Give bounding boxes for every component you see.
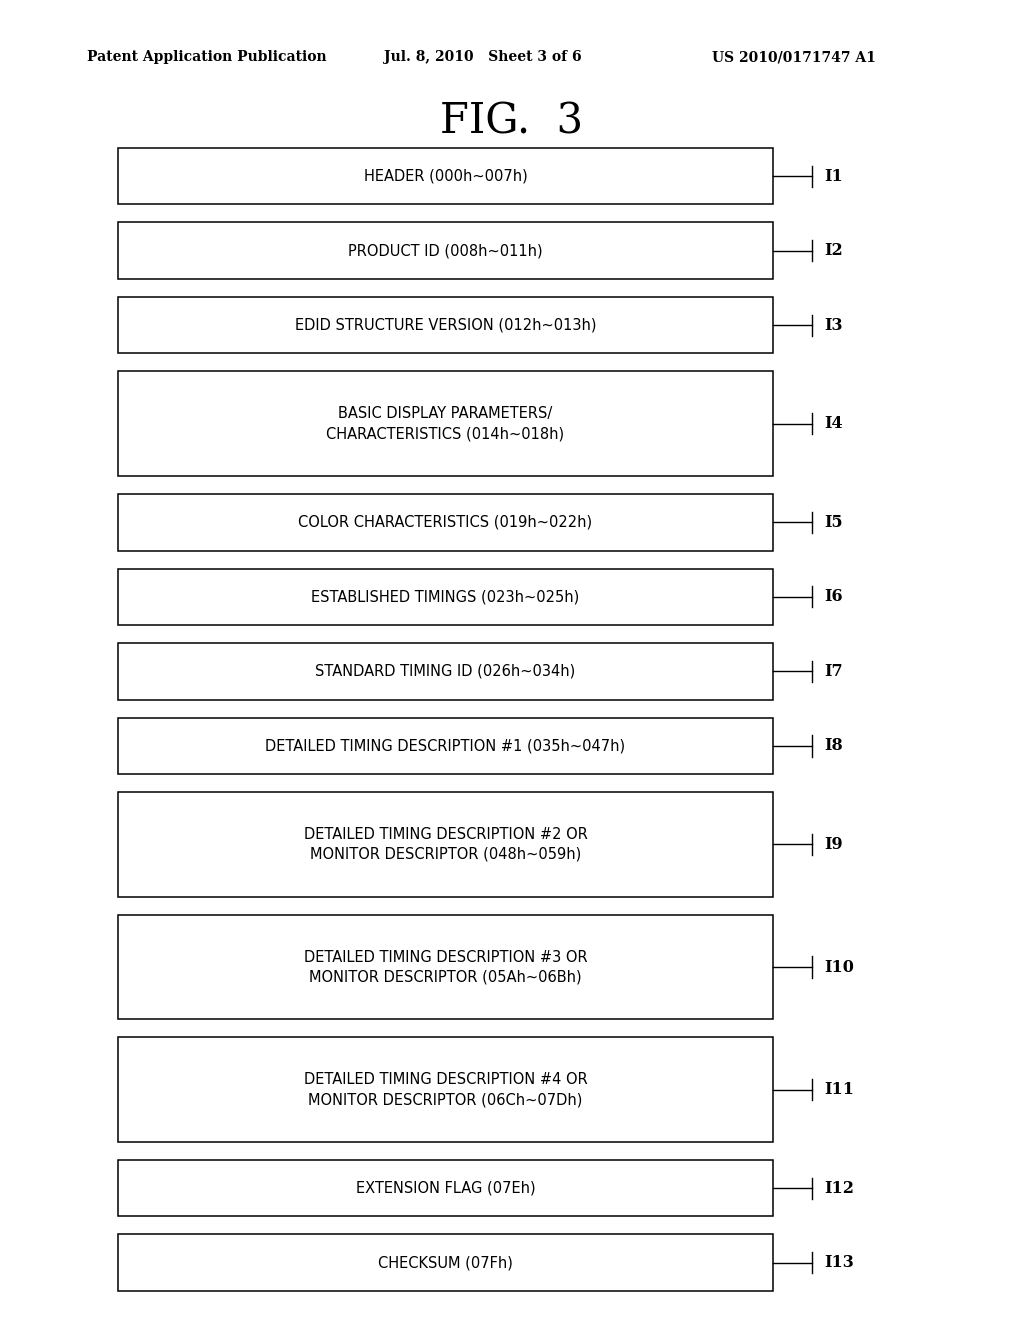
Text: CHECKSUM (07Fh): CHECKSUM (07Fh)	[378, 1255, 513, 1270]
FancyBboxPatch shape	[118, 297, 773, 354]
FancyBboxPatch shape	[118, 1234, 773, 1291]
Text: EDID STRUCTURE VERSION (012h~013h): EDID STRUCTURE VERSION (012h~013h)	[295, 318, 596, 333]
Text: EXTENSION FLAG (07Eh): EXTENSION FLAG (07Eh)	[355, 1180, 536, 1196]
Text: DETAILED TIMING DESCRIPTION #4 OR
MONITOR DESCRIPTOR (06Ch~07Dh): DETAILED TIMING DESCRIPTION #4 OR MONITO…	[303, 1072, 588, 1107]
Text: I11: I11	[824, 1081, 854, 1098]
FancyBboxPatch shape	[118, 1160, 773, 1217]
Text: I13: I13	[824, 1254, 854, 1271]
Text: US 2010/0171747 A1: US 2010/0171747 A1	[712, 50, 876, 65]
Text: DETAILED TIMING DESCRIPTION #2 OR
MONITOR DESCRIPTOR (048h~059h): DETAILED TIMING DESCRIPTION #2 OR MONITO…	[303, 828, 588, 862]
Text: I10: I10	[824, 958, 854, 975]
FancyBboxPatch shape	[118, 148, 773, 205]
Text: I8: I8	[824, 738, 843, 755]
FancyBboxPatch shape	[118, 371, 773, 477]
FancyBboxPatch shape	[118, 494, 773, 550]
Text: HEADER (000h~007h): HEADER (000h~007h)	[364, 169, 527, 183]
Text: I4: I4	[824, 416, 843, 432]
Text: DETAILED TIMING DESCRIPTION #3 OR
MONITOR DESCRIPTOR (05Ah~06Bh): DETAILED TIMING DESCRIPTION #3 OR MONITO…	[304, 949, 587, 985]
FancyBboxPatch shape	[118, 1038, 773, 1142]
Text: I3: I3	[824, 317, 843, 334]
Text: I9: I9	[824, 836, 843, 853]
Text: PRODUCT ID (008h~011h): PRODUCT ID (008h~011h)	[348, 243, 543, 259]
Text: FIG.  3: FIG. 3	[440, 100, 584, 143]
Text: I12: I12	[824, 1180, 854, 1197]
Text: I7: I7	[824, 663, 843, 680]
FancyBboxPatch shape	[118, 718, 773, 775]
FancyBboxPatch shape	[118, 569, 773, 626]
FancyBboxPatch shape	[118, 915, 773, 1019]
FancyBboxPatch shape	[118, 222, 773, 279]
Text: DETAILED TIMING DESCRIPTION #1 (035h~047h): DETAILED TIMING DESCRIPTION #1 (035h~047…	[265, 738, 626, 754]
Text: BASIC DISPLAY PARAMETERS/
CHARACTERISTICS (014h~018h): BASIC DISPLAY PARAMETERS/ CHARACTERISTIC…	[327, 407, 564, 441]
Text: I6: I6	[824, 589, 843, 606]
Text: I2: I2	[824, 242, 843, 259]
Text: I5: I5	[824, 513, 843, 531]
Text: Jul. 8, 2010   Sheet 3 of 6: Jul. 8, 2010 Sheet 3 of 6	[384, 50, 582, 65]
Text: I1: I1	[824, 168, 843, 185]
Text: COLOR CHARACTERISTICS (019h~022h): COLOR CHARACTERISTICS (019h~022h)	[298, 515, 593, 529]
Text: ESTABLISHED TIMINGS (023h~025h): ESTABLISHED TIMINGS (023h~025h)	[311, 589, 580, 605]
Text: STANDARD TIMING ID (026h~034h): STANDARD TIMING ID (026h~034h)	[315, 664, 575, 678]
Text: Patent Application Publication: Patent Application Publication	[87, 50, 327, 65]
FancyBboxPatch shape	[118, 792, 773, 896]
FancyBboxPatch shape	[118, 643, 773, 700]
